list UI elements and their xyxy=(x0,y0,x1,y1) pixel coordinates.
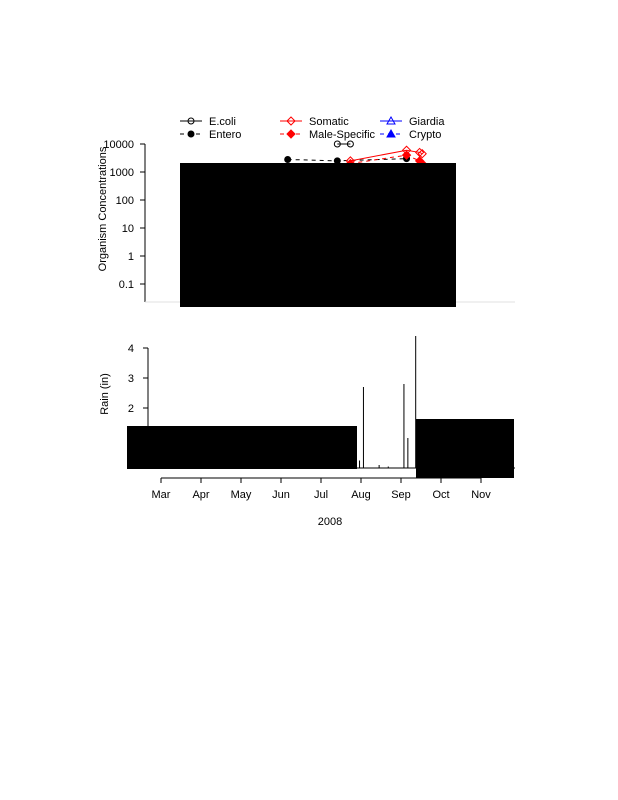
rain-y-axis-ticks: 2 3 4 xyxy=(128,343,148,415)
x-tick-label: Oct xyxy=(432,489,449,501)
series-layer xyxy=(281,140,427,171)
x-tick-label: Sep xyxy=(391,489,411,501)
x-tick-label: May xyxy=(231,489,252,501)
legend-label: Entero xyxy=(209,129,241,141)
legend-marker xyxy=(286,129,296,139)
y-tick-label: 10000 xyxy=(103,139,134,151)
occluding-block-right xyxy=(416,419,514,478)
data-point xyxy=(284,155,292,163)
legend-entry-somatic: Somatic xyxy=(280,116,349,128)
data-point xyxy=(401,150,412,160)
rain-panel: 2 3 4 Rain (in) Mar Apr May Jun Jul Aug Sep Oct No… xyxy=(99,336,515,528)
legend-label: Somatic xyxy=(309,116,349,128)
x-tick-label: Nov xyxy=(471,489,491,501)
data-point xyxy=(346,140,354,148)
y-axis-ticks: 0.1 1 10 100 1000 10000 xyxy=(103,139,145,291)
legend-entry-giardia: Giardia xyxy=(380,115,445,128)
rain-y-axis-title: Rain (in) xyxy=(99,373,111,415)
x-tick-label: Apr xyxy=(192,489,209,501)
data-point xyxy=(333,140,341,148)
occluding-block-left xyxy=(127,426,357,469)
x-tick-label: Jun xyxy=(272,489,290,501)
series-line xyxy=(350,149,423,162)
legend-label: Male-Specific xyxy=(309,129,376,141)
series-line xyxy=(284,158,407,168)
rain-x-axis-ticks: Mar Apr May Jun Jul Aug Sep Oct Nov xyxy=(152,478,491,501)
legend-marker xyxy=(386,115,396,125)
legend-entry-crypto: Crypto xyxy=(380,128,441,141)
legend-entry-entero: Entero xyxy=(180,129,241,141)
x-tick-label: Jul xyxy=(314,489,328,501)
legend-label: Giardia xyxy=(409,116,445,128)
rain-bars xyxy=(359,336,417,468)
y-tick-label: 1 xyxy=(128,251,134,263)
occluding-block xyxy=(180,163,456,307)
legend-entry-e-coli: E.coli xyxy=(180,116,236,128)
x-tick-label: Aug xyxy=(351,489,371,501)
legend-marker xyxy=(386,128,396,138)
legend-marker xyxy=(187,130,195,138)
legend-marker xyxy=(187,117,195,125)
y-tick-label: 0.1 xyxy=(119,279,134,291)
y-axis-title: Organism Concentrations xyxy=(97,146,109,271)
rain-y-tick-label: 3 xyxy=(128,373,134,385)
legend-marker xyxy=(286,116,296,126)
rain-y-tick-label: 2 xyxy=(128,403,134,415)
legend-entry-male-specific: Male-Specific xyxy=(280,129,376,141)
legend-label: Crypto xyxy=(409,129,441,141)
y-tick-label: 10 xyxy=(122,223,134,235)
y-tick-label: 1000 xyxy=(110,167,134,179)
y-tick-label: 100 xyxy=(116,195,134,207)
x-tick-label: Mar xyxy=(152,489,171,501)
x-axis-title: 2008 xyxy=(318,516,342,528)
rain-y-tick-label: 4 xyxy=(128,343,134,355)
legend-label: E.coli xyxy=(209,116,236,128)
data-point xyxy=(417,149,427,159)
data-point xyxy=(333,157,341,165)
series-e-coli xyxy=(333,140,354,148)
